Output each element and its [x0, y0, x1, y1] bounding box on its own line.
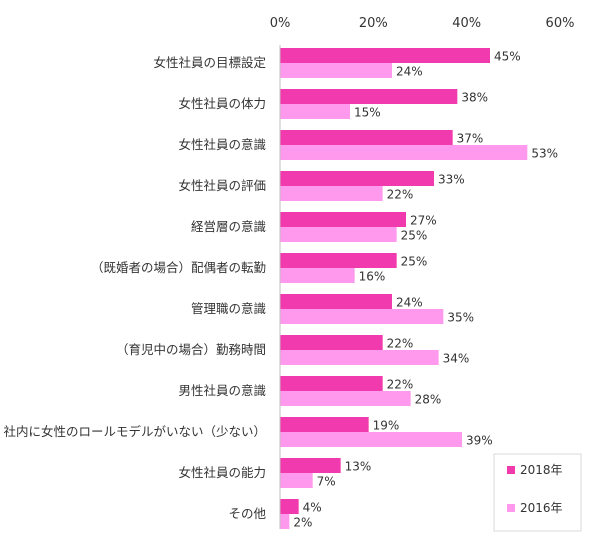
bar-2016 — [280, 63, 392, 78]
data-labels: 45%24%38%15%37%53%33%22%27%25%25%16%24%3… — [293, 50, 558, 530]
x-tick-label: 0% — [270, 16, 291, 31]
data-label: 24% — [396, 65, 423, 79]
bar-2016 — [280, 227, 397, 242]
data-label: 28% — [415, 393, 442, 407]
data-label: 22% — [387, 337, 414, 351]
bar-2016 — [280, 350, 439, 365]
data-label: 25% — [401, 255, 428, 269]
bar-2018 — [280, 48, 490, 63]
legend-swatch-2018 — [507, 466, 515, 474]
category-label: 女性社員の体力 — [178, 96, 266, 111]
data-label: 24% — [396, 296, 423, 310]
bar-2018 — [280, 294, 392, 309]
bar-2016 — [280, 473, 313, 488]
category-label: 女性社員の能力 — [178, 465, 266, 480]
data-label: 22% — [387, 188, 414, 202]
data-label: 34% — [443, 352, 470, 366]
bar-2018 — [280, 212, 406, 227]
bar-2016 — [280, 186, 383, 201]
bars — [280, 48, 528, 529]
category-label: 女性社員の評価 — [178, 178, 266, 193]
data-label: 53% — [531, 147, 558, 161]
category-label: 経営層の意識 — [191, 219, 266, 234]
category-label: 男性社員の意識 — [178, 383, 266, 398]
data-label: 16% — [359, 270, 386, 284]
x-tick-label: 40% — [452, 16, 481, 31]
bar-2016 — [280, 391, 411, 406]
bar-2018 — [280, 499, 299, 514]
data-label: 25% — [401, 229, 428, 243]
bar-2016 — [280, 145, 528, 160]
bar-2016 — [280, 309, 444, 324]
data-label: 45% — [494, 50, 521, 64]
bar-2016 — [280, 514, 290, 529]
data-label: 22% — [387, 378, 414, 392]
data-label: 33% — [438, 173, 465, 187]
bar-2018 — [280, 458, 341, 473]
category-label: 女性社員の目標設定 — [153, 55, 266, 70]
data-label: 2% — [293, 516, 312, 530]
x-tick-label: 60% — [546, 16, 575, 31]
data-label: 4% — [303, 501, 322, 515]
data-label: 19% — [373, 419, 400, 433]
data-label: 13% — [345, 460, 372, 474]
bar-2016 — [280, 268, 355, 283]
data-label: 27% — [410, 214, 437, 228]
category-label: （既婚者の場合）配偶者の転勤 — [91, 260, 266, 275]
data-label: 39% — [466, 434, 493, 448]
legend-swatch-2016 — [507, 504, 515, 512]
data-label: 35% — [447, 311, 474, 325]
bar-2018 — [280, 417, 369, 432]
category-label: 女性社員の意識 — [178, 137, 266, 152]
x-axis-ticks: 0% 20% 40% 60% — [270, 16, 575, 31]
bar-2018 — [280, 376, 383, 391]
bar-2016 — [280, 432, 462, 447]
legend-label: 2018年 — [520, 463, 563, 477]
category-label: その他 — [228, 506, 266, 521]
legend: 2018年 2016年 — [493, 453, 582, 532]
data-label: 38% — [461, 91, 488, 105]
bar-2018 — [280, 89, 458, 104]
bar-2018 — [280, 253, 397, 268]
bar-2018 — [280, 335, 383, 350]
data-label: 37% — [457, 132, 484, 146]
legend-label: 2016年 — [520, 501, 563, 515]
data-label: 15% — [354, 106, 381, 120]
category-label: 社内に女性のロールモデルがいない（少ない） — [3, 424, 266, 439]
bar-2016 — [280, 104, 350, 119]
bar-2018 — [280, 130, 453, 145]
bar-2018 — [280, 171, 434, 186]
category-label: 管理職の意識 — [191, 301, 266, 316]
category-label: （育児中の場合）勤務時間 — [116, 342, 266, 357]
x-tick-label: 20% — [359, 16, 388, 31]
data-label: 7% — [317, 475, 336, 489]
